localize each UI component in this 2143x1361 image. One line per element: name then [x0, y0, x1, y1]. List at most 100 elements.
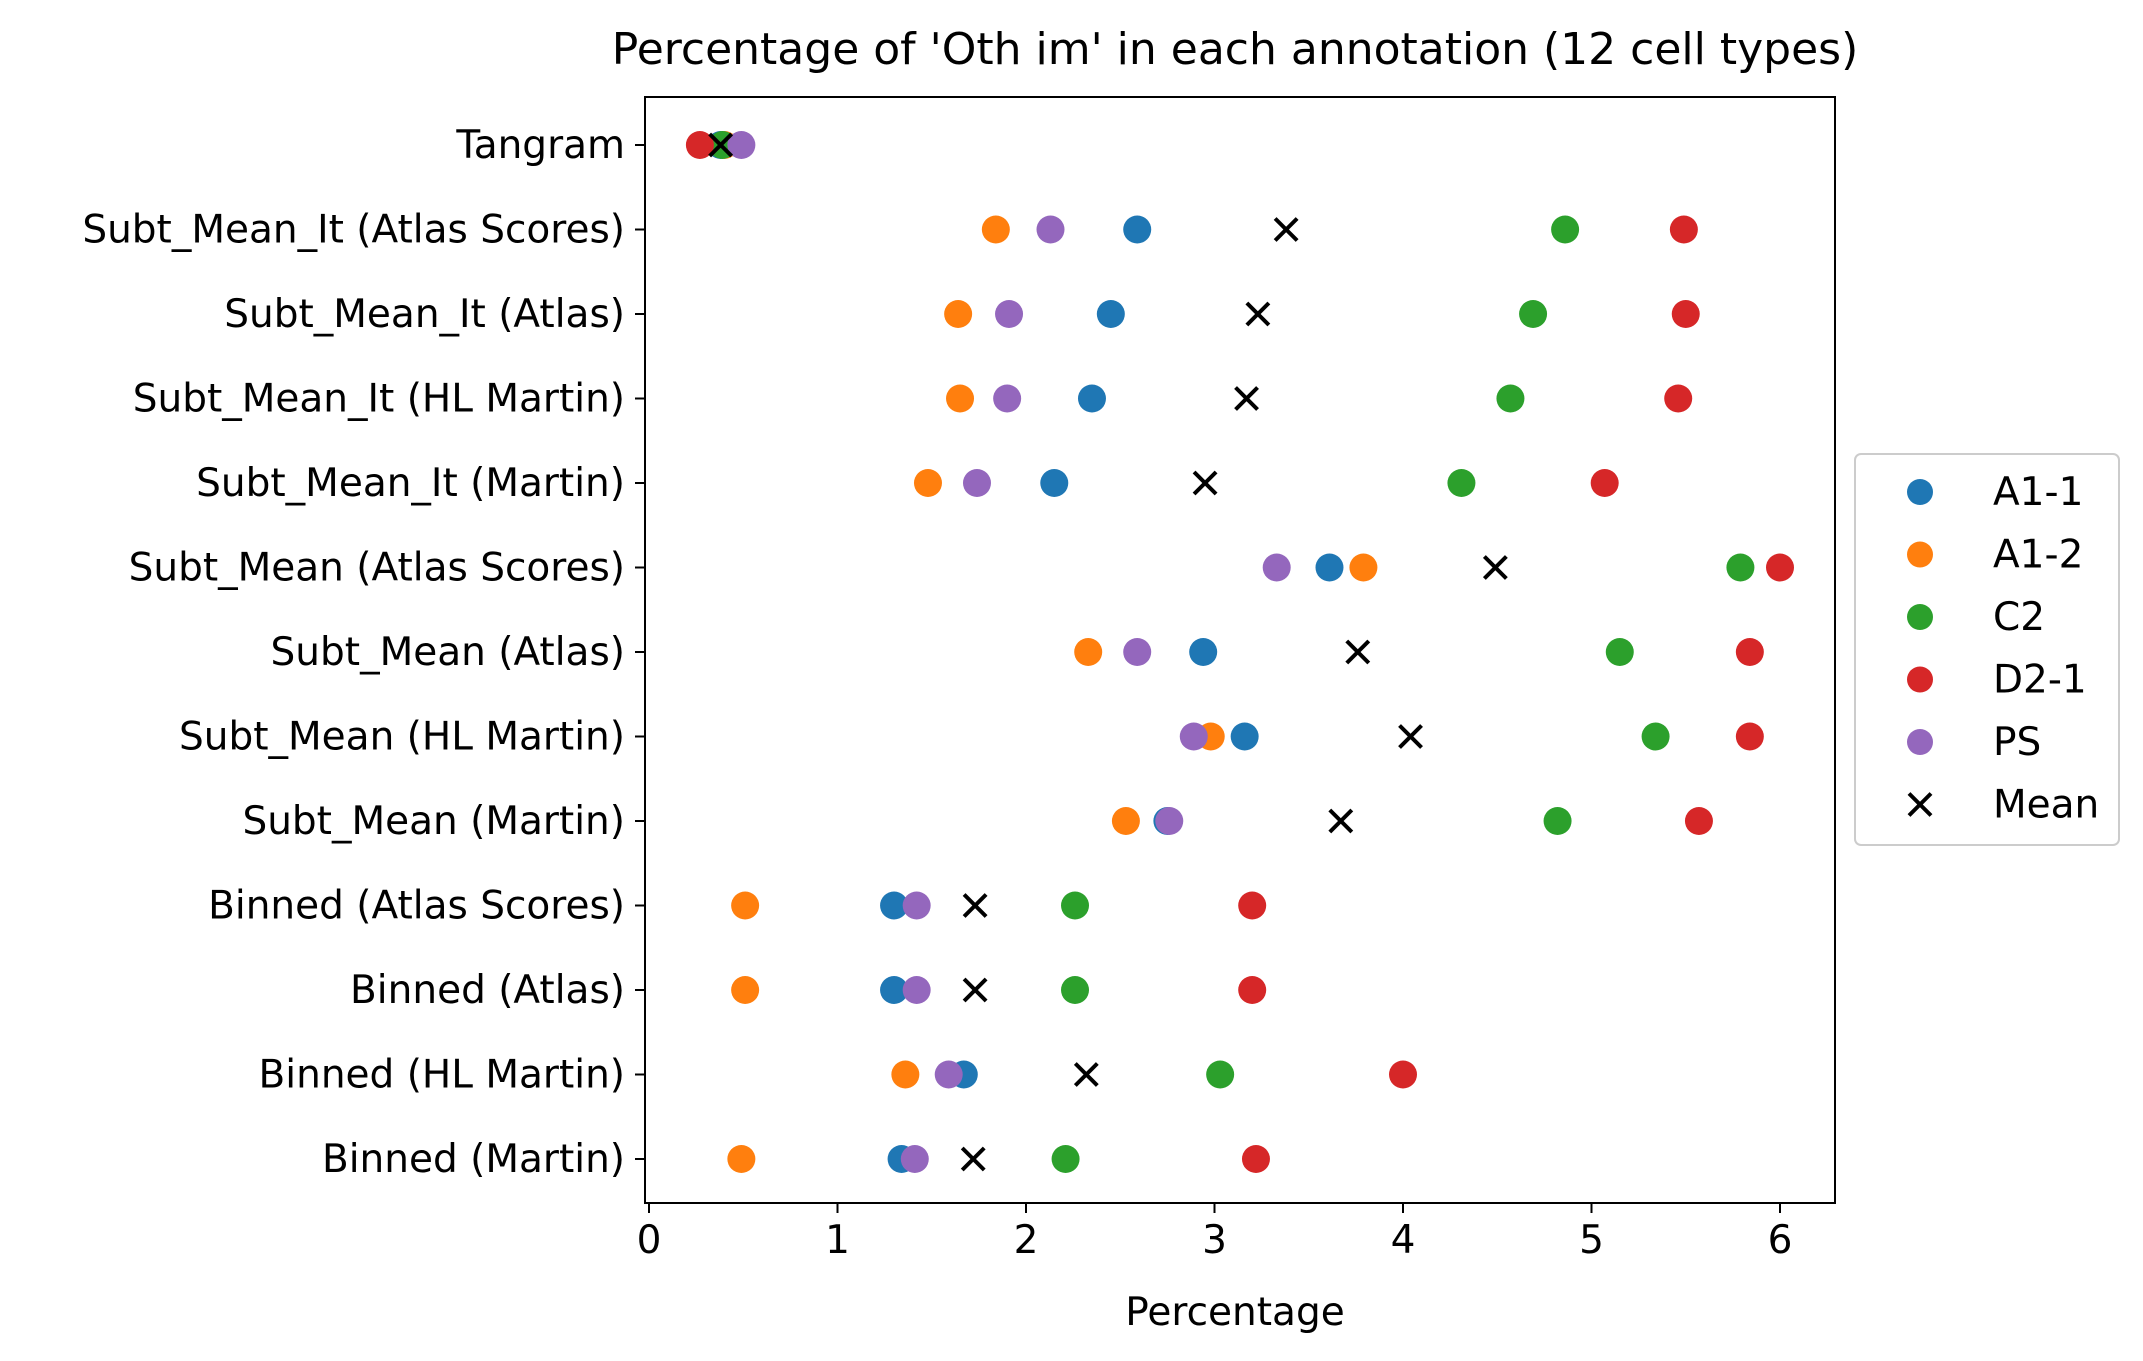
y-tick-label: Subt_Mean (Martin) — [242, 799, 625, 844]
data-point — [1061, 891, 1090, 920]
legend-item: Mean — [1907, 783, 2099, 828]
data-point — [880, 976, 909, 1004]
legend-marker — [1907, 729, 1933, 755]
data-point — [1543, 807, 1572, 835]
y-tick-label: Subt_Mean (Atlas Scores) — [129, 546, 625, 591]
data-point — [913, 469, 942, 497]
data-point — [880, 891, 909, 920]
data-point — [731, 891, 760, 920]
data-point — [944, 300, 973, 328]
series-PS — [727, 131, 1291, 1173]
data-point — [1519, 300, 1548, 328]
legend-label: Mean — [1993, 783, 2099, 828]
mean-marker — [1245, 301, 1271, 327]
data-point — [1123, 215, 1152, 244]
data-point — [1241, 1145, 1270, 1173]
x-tick-label: 2 — [1014, 1218, 1039, 1263]
data-point — [1447, 469, 1476, 497]
mean-marker — [962, 893, 988, 918]
data-point — [1206, 1060, 1235, 1089]
data-point — [1684, 807, 1713, 835]
legend-marker — [1907, 604, 1933, 630]
legend-label: A1-2 — [1993, 533, 2083, 578]
data-points — [685, 131, 1794, 1173]
mean-marker — [1192, 470, 1218, 496]
data-point — [727, 1145, 756, 1173]
data-point — [1496, 384, 1525, 413]
plot-frame — [644, 96, 1836, 1204]
x-tick-label: 4 — [1391, 1218, 1416, 1263]
chart-title: Percentage of 'Oth im' in each annotatio… — [612, 24, 1858, 75]
data-point — [900, 1145, 929, 1173]
mean-marker — [1073, 1062, 1099, 1087]
data-point — [685, 131, 714, 159]
data-point — [1230, 722, 1259, 751]
data-point — [1111, 807, 1140, 835]
mean-marker — [1273, 217, 1299, 242]
y-tick-label: Subt_Mean_It (Atlas) — [224, 292, 625, 337]
x-tick-label: 0 — [637, 1218, 662, 1263]
mean-marker — [1398, 724, 1423, 749]
data-point — [934, 1060, 963, 1089]
y-tick-label: Subt_Mean (Atlas) — [271, 630, 625, 675]
legend-marker — [1907, 541, 1933, 568]
mean-marker — [1482, 555, 1508, 580]
data-point — [1389, 1060, 1417, 1089]
y-tick-label: Binned (Atlas Scores) — [208, 884, 625, 929]
x-tick-label: 1 — [825, 1218, 850, 1263]
data-point — [1040, 469, 1069, 497]
data-point — [731, 976, 760, 1004]
x-axis-label: Percentage — [1125, 1290, 1344, 1335]
mean-marker — [708, 132, 734, 158]
data-point — [1315, 553, 1344, 582]
series-C2 — [708, 131, 1755, 1173]
data-point — [902, 976, 931, 1004]
mean-marker — [962, 977, 988, 1003]
data-point — [902, 891, 931, 920]
series-A1-1 — [706, 131, 1344, 1173]
y-tick-label: Binned (Atlas) — [350, 968, 625, 1013]
data-point — [1551, 215, 1580, 244]
mean-marker — [1345, 639, 1371, 665]
data-point — [1036, 215, 1065, 244]
legend-label: D2-1 — [1993, 658, 2087, 703]
data-point — [981, 215, 1010, 244]
data-point — [1664, 384, 1693, 413]
legend-marker — [1907, 666, 1933, 693]
data-point — [1077, 384, 1106, 413]
data-point — [1238, 891, 1267, 920]
data-point — [993, 384, 1022, 413]
y-tick-label: Tangram — [455, 123, 625, 168]
x-tick-label: 6 — [1768, 1218, 1793, 1263]
data-point — [1766, 553, 1794, 582]
data-point — [1074, 638, 1103, 666]
mean-marker — [1328, 808, 1354, 834]
x-tick-label: 3 — [1202, 1218, 1227, 1263]
data-point — [1238, 976, 1267, 1004]
y-tick-label: Binned (HL Martin) — [259, 1053, 625, 1098]
data-point — [1726, 553, 1755, 582]
data-point — [946, 384, 975, 413]
series-A1-2 — [710, 131, 1378, 1173]
data-point — [1735, 638, 1764, 666]
y-tick-label: Subt_Mean (HL Martin) — [179, 715, 625, 760]
y-tick-label: Subt_Mean_It (HL Martin) — [133, 377, 625, 422]
data-point — [1189, 638, 1218, 666]
data-point — [1349, 553, 1378, 582]
legend-item: D2-1 — [1907, 658, 2087, 703]
data-point — [1735, 722, 1764, 751]
y-axis: Tangram Subt_Mean_It (Atlas Scores) Subt_M… — [82, 123, 645, 1182]
data-point — [1155, 807, 1184, 835]
data-point — [1179, 722, 1208, 751]
legend-label: C2 — [1993, 595, 2045, 640]
data-point — [1262, 553, 1291, 582]
data-point — [1061, 976, 1090, 1004]
series-Mean — [708, 132, 1508, 1172]
x-tick-label: 5 — [1579, 1218, 1604, 1263]
legend-label: A1-1 — [1993, 470, 2083, 515]
legend-item: A1-2 — [1907, 533, 2083, 578]
data-point — [891, 1060, 920, 1089]
data-point — [1671, 300, 1700, 328]
data-point — [1669, 215, 1698, 244]
data-point — [1590, 469, 1619, 497]
